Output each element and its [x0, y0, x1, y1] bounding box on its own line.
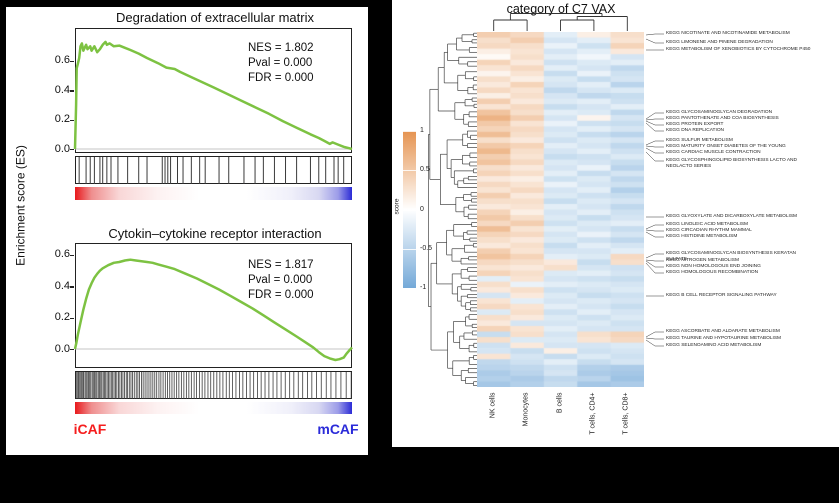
row-label-connectors [645, 33, 664, 347]
gsea-plot2-gradient-bar [75, 402, 352, 414]
y-tick-label: 0.0 [54, 142, 70, 155]
y-tick-label: 0.6 [54, 54, 70, 67]
column-dendrogram [493, 13, 628, 31]
kegg-pathway-label: KEGG SULFUR METABOLISM [666, 138, 733, 143]
y-tick-mark [70, 317, 74, 319]
icaf-condition-label: iCAF [73, 421, 107, 437]
y-tick-label: 0.2 [54, 311, 70, 324]
kegg-pathway-label: KEGG CARDIAC MUSCLE CONTRACTION [666, 150, 761, 155]
kegg-pathway-label: KEGG DNA REPLICATION [666, 128, 725, 133]
heatmap-column-label: T cells, CD8+ [622, 392, 630, 435]
nes-value: NES = 1.817 [248, 259, 314, 271]
kegg-pathway-label: KEGG PANTOTHENATE AND COA BIOSYNTHESIS [666, 116, 779, 121]
colorbar-tick-notch [403, 288, 416, 289]
y-tick-label: 0.2 [54, 113, 70, 126]
y-tick-label: 0.0 [54, 342, 70, 355]
kegg-pathway-label: KEGG GLYCOSAMINOGLYCAN BIOSYNTHESIS KERA… [666, 251, 796, 262]
y-tick-mark [70, 149, 74, 151]
y-tick-mark [70, 286, 74, 288]
fdr-value: FDR = 0.000 [248, 72, 314, 84]
gsea-hit-barcode-2 [75, 372, 352, 399]
kegg-pathway-label: KEGG HISTIDINE METABOLISM [666, 234, 738, 239]
heatmap-column-label: B cells [556, 392, 563, 413]
y-tick-mark [70, 90, 74, 92]
gsea-curve-1 [73, 40, 353, 151]
colorbar-tick-notch [403, 170, 416, 172]
kegg-pathway-label: KEGG SELENOAMINO ACID METABOLISM [666, 343, 762, 348]
heatmap-cells [477, 32, 644, 387]
colorbar-tick-notch [403, 248, 416, 250]
row-dendrogram [428, 32, 477, 386]
kegg-pathway-label: KEGG GLYOXYLATE AND DICARBOXYLATE METABO… [666, 214, 798, 219]
kegg-pathway-label: KEGG METABOLISM OF XENOBIOTICS BY CYTOCH… [666, 47, 811, 52]
heatmap-title: category of C7 VAX [506, 2, 616, 16]
colorbar-tick-label: 0.5 [420, 166, 430, 174]
gsea-plot2-title: Cytokin–cytokine receptor interaction [108, 226, 322, 241]
gsea-curve-2 [73, 258, 353, 362]
kegg-pathway-label: KEGG LIMONENE AND PINENE DEGRADATION [666, 40, 773, 45]
kegg-pathway-label: KEGG TAURINE AND HYPOTAURINE METABOLISM [666, 336, 782, 341]
pval-value: Pval = 0.000 [248, 274, 313, 286]
heatmap-column-label: Monocytes [522, 392, 530, 426]
mcaf-condition-label: mCAF [317, 421, 359, 437]
kegg-pathway-label: KEGG B CELL RECEPTOR SIGNALING PATHWAY [666, 293, 777, 298]
y-tick-label: 0.6 [54, 248, 70, 261]
kegg-pathway-label: KEGG ASCORBATE AND ALDARATE METABOLISM [666, 329, 780, 334]
nes-value: NES = 1.802 [248, 42, 314, 54]
y-tick-label: 0.4 [54, 279, 70, 292]
y-tick-mark [70, 60, 74, 63]
gsea-plot2-stats: NES = 1.817 Pval = 0.000 FDR = 0.000 [248, 258, 314, 303]
gsea-plot1-title: Degradation of extracellular matrix [116, 10, 314, 25]
kegg-pathway-label: KEGG MATURITY ONSET DIABETES OF THE YOUN… [666, 144, 786, 149]
gsea-plot1-barcode-frame [75, 156, 352, 184]
gsea-y-axis-label: Enrichment score (ES) [13, 145, 28, 266]
kegg-pathway-label: KEGG HOMOLOGOUS RECOMBINATION [666, 270, 759, 275]
y-tick-mark [70, 349, 74, 351]
heatmap-column-label: T cells, CD4+ [589, 392, 597, 435]
kegg-pathway-label: KEGG LINOLEIC ACID METABOLISM [666, 222, 749, 227]
kegg-pathway-label: KEGG NON HOMOLOGOUS END JOINING [666, 264, 761, 269]
y-tick-mark [70, 119, 74, 121]
kegg-pathway-label: KEGG GLYCOSPHINGOLIPID BIOSYNTHESIS LACT… [666, 158, 797, 169]
colorbar-tick-label: 0 [420, 205, 424, 213]
fdr-value: FDR = 0.000 [248, 289, 314, 301]
kegg-pathway-label: KEGG NITROGEN METABOLISM [666, 258, 739, 263]
pval-value: Pval = 0.000 [248, 57, 313, 69]
y-tick-label: 0.4 [54, 83, 70, 96]
kegg-pathway-label: KEGG GLYCOSAMINOGLYCAN DEGRADATION [666, 110, 773, 115]
colorbar-tick-label: 1 [420, 127, 424, 134]
colorbar-tick-label: -0.5 [420, 244, 433, 252]
kegg-pathway-label: KEGG PROTEIN EXPORT [666, 122, 724, 127]
gsea-hit-barcode-1 [78, 157, 345, 184]
gsea-plot1-gradient-bar [75, 187, 352, 200]
gsea-plot2-frame [75, 243, 352, 368]
colorbar-tick-notch [403, 131, 416, 132]
gsea-plot1-stats: NES = 1.802 Pval = 0.000 FDR = 0.000 [248, 41, 314, 86]
kegg-pathway-label: KEGG CIRCADIAN RHYTHM MAMMAL [666, 228, 752, 233]
colorbar-label: score [393, 198, 401, 215]
kegg-pathway-label: KEGG NICOTINATE AND NICOTINAMIDE METABOL… [666, 31, 790, 36]
colorbar-tick-notch [403, 209, 416, 211]
colorbar-tick-label: -1 [420, 284, 427, 291]
heatmap-column-label: NK cells [489, 392, 497, 418]
y-tick-mark [70, 254, 74, 257]
